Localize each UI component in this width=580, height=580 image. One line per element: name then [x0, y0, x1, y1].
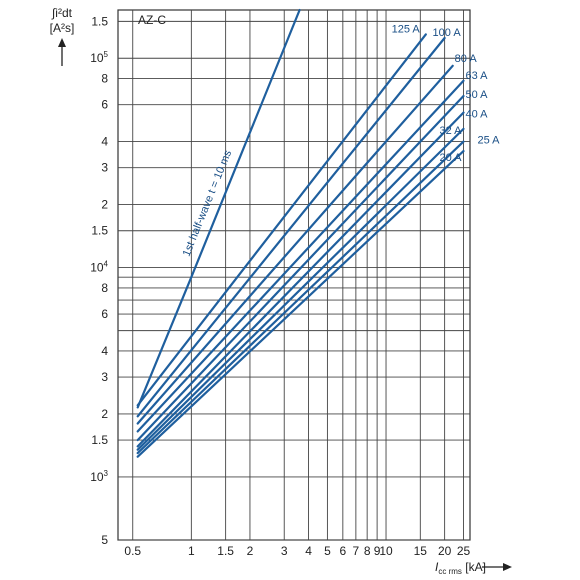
series-line — [136, 150, 465, 458]
x-tick-label: 25 — [457, 544, 471, 558]
x-tick-label: 5 — [324, 544, 331, 558]
y-tick-label: 2 — [101, 198, 108, 212]
y-tick-label: 1.5 — [91, 14, 108, 28]
series-line — [136, 79, 465, 433]
x-tick-label: 4 — [305, 544, 312, 558]
x-axis-label: Icc rms [kA] — [435, 560, 486, 576]
x-tick-label: 0.5 — [124, 544, 141, 558]
x-tick-label: 15 — [414, 544, 428, 558]
y-tick-label: 6 — [101, 307, 108, 321]
series-line — [136, 94, 465, 442]
series-label: 80 A — [455, 53, 478, 65]
series-label: 50 A — [465, 89, 488, 101]
series-label: 25 A — [477, 135, 500, 147]
y-tick-label: 8 — [101, 72, 108, 86]
y-tick-label: 4 — [101, 135, 108, 149]
series-label: 63 A — [465, 70, 488, 82]
y-tick-label: 8 — [101, 281, 108, 295]
x-axis-arrow-head — [503, 563, 512, 571]
y-tick-label: 6 — [101, 98, 108, 112]
y-axis-label: ∫i²dt — [51, 6, 73, 20]
series-label: 125 A — [392, 23, 421, 35]
series-label: 40 A — [465, 109, 488, 121]
series-line — [136, 8, 301, 409]
series-line — [136, 64, 454, 425]
series-label: 20 A — [439, 152, 462, 164]
y-tick-label: 3 — [101, 370, 108, 384]
x-tick-label: 7 — [353, 544, 360, 558]
x-tick-label: 3 — [281, 544, 288, 558]
y-tick-label: 3 — [101, 161, 108, 175]
series-label: 100 A — [433, 27, 462, 39]
y-tick-label: 1.5 — [91, 224, 108, 238]
series-line — [136, 33, 427, 407]
series-line — [136, 111, 465, 448]
series-label: 32 A — [439, 125, 462, 137]
y-tick-label: 4 — [101, 344, 108, 358]
x-tick-label: 10 — [379, 544, 393, 558]
y-tick-label: 2 — [101, 407, 108, 421]
x-tick-label: 2 — [247, 544, 254, 558]
x-tick-label: 1 — [188, 544, 195, 558]
panel-label: AZ-C — [138, 13, 166, 27]
y-axis-unit: [A²s] — [50, 21, 75, 35]
x-tick-label: 6 — [339, 544, 346, 558]
x-tick-label: 20 — [438, 544, 452, 558]
y-tick-label: 104 — [90, 260, 108, 275]
y-tick-label: 1.5 — [91, 433, 108, 447]
y-tick-label: 103 — [90, 469, 108, 484]
x-tick-label: 9 — [374, 544, 381, 558]
series-line — [136, 127, 465, 451]
series-line — [136, 140, 465, 455]
series-line — [136, 36, 446, 418]
x-tick-label: 8 — [364, 544, 371, 558]
y-tick-label: 5 — [101, 533, 108, 547]
y-tick-label: 105 — [90, 50, 108, 65]
y-axis-arrow-head — [58, 38, 66, 47]
x-tick-label: 1.5 — [217, 544, 234, 558]
